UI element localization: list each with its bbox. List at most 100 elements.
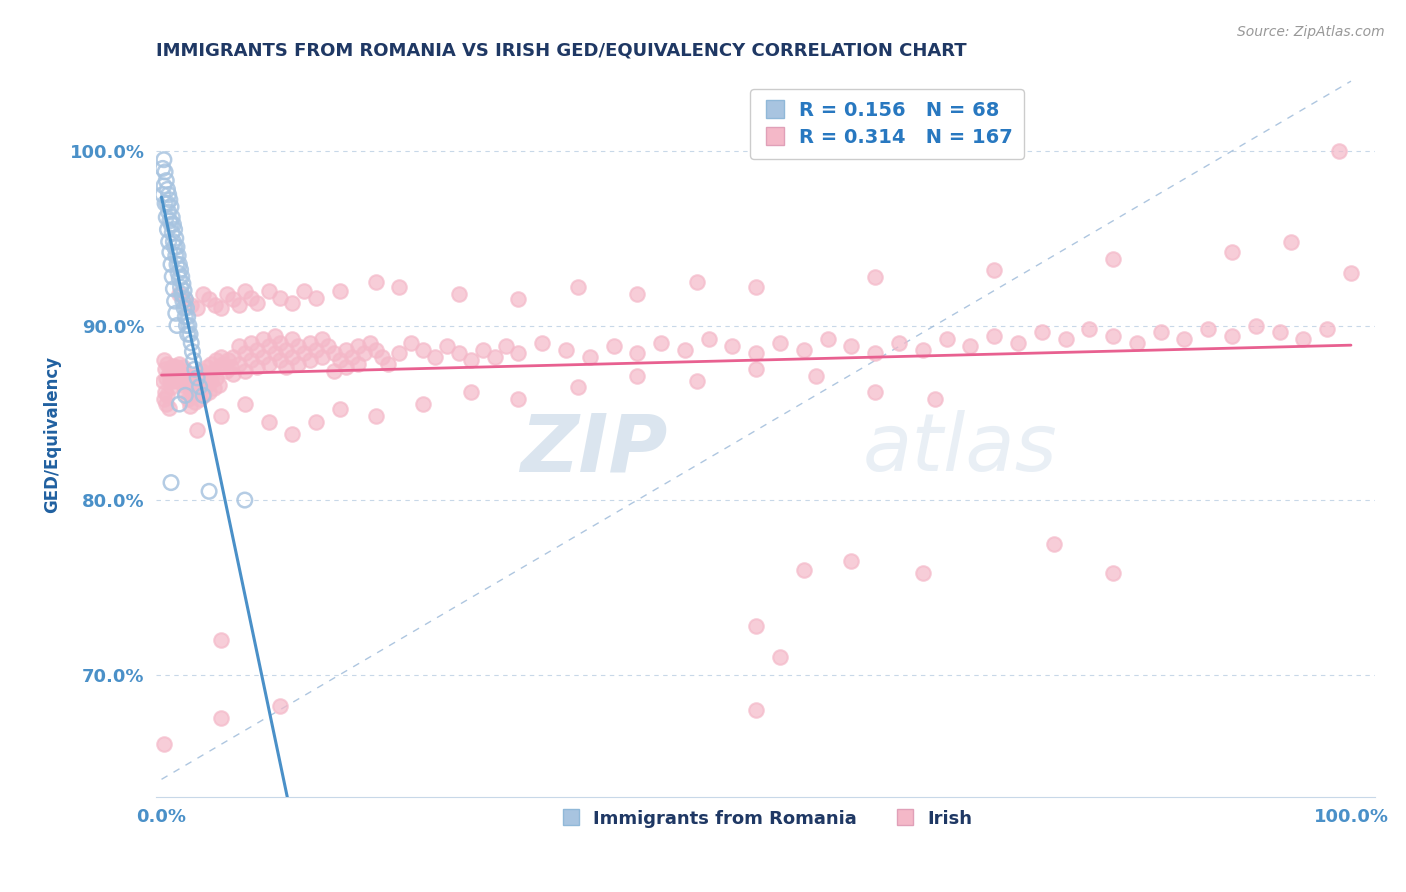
Point [323, 346, 346, 360]
Point [174, 293, 197, 307]
Point [567, 379, 589, 393]
Point [165, 306, 187, 320]
Point [745, 280, 768, 294]
Point [412, 397, 434, 411]
Point [152, 161, 174, 176]
Point [1102, 329, 1125, 343]
Point [841, 554, 863, 568]
Point [745, 362, 768, 376]
Point [460, 384, 482, 399]
Point [209, 301, 232, 315]
Point [353, 346, 375, 360]
Point [198, 293, 221, 307]
Point [181, 371, 204, 385]
Point [169, 375, 191, 389]
Point [401, 335, 423, 350]
Point [222, 368, 245, 382]
Point [166, 360, 188, 375]
Point [209, 632, 232, 647]
Point [215, 287, 238, 301]
Point [578, 350, 600, 364]
Point [364, 343, 387, 357]
Point [281, 295, 304, 310]
Point [377, 357, 399, 371]
Point [159, 214, 181, 228]
Point [162, 282, 184, 296]
Point [222, 293, 245, 307]
Point [911, 566, 934, 581]
Point [204, 297, 226, 311]
Point [153, 165, 176, 179]
Point [193, 371, 215, 385]
Point [167, 368, 190, 382]
Point [471, 343, 494, 357]
Point [233, 284, 256, 298]
Point [181, 388, 204, 402]
Point [188, 375, 211, 389]
Point [935, 333, 957, 347]
Point [863, 384, 886, 399]
Point [287, 357, 309, 371]
Point [157, 401, 180, 415]
Point [191, 364, 214, 378]
Point [228, 357, 250, 371]
Point [191, 381, 214, 395]
Point [316, 339, 339, 353]
Point [167, 249, 190, 263]
Point [508, 392, 530, 406]
Point [686, 375, 709, 389]
Point [212, 357, 235, 371]
Point [388, 346, 411, 360]
Point [176, 327, 198, 342]
Point [207, 377, 229, 392]
Point [340, 350, 363, 364]
Point [721, 339, 744, 353]
Point [186, 384, 208, 399]
Point [269, 291, 291, 305]
Point [215, 364, 238, 378]
Point [157, 187, 180, 202]
Point [745, 346, 768, 360]
Point [531, 335, 554, 350]
Point [924, 392, 946, 406]
Point [186, 368, 208, 382]
Point [276, 360, 298, 375]
Point [484, 350, 506, 364]
Point [983, 329, 1005, 343]
Point [174, 368, 197, 382]
Point [160, 362, 183, 376]
Point [1031, 326, 1053, 340]
Point [263, 329, 285, 343]
Point [959, 339, 981, 353]
Point [198, 368, 221, 382]
Point [160, 269, 183, 284]
Point [165, 249, 187, 263]
Point [555, 343, 578, 357]
Point [346, 357, 368, 371]
Point [156, 196, 179, 211]
Point [163, 222, 186, 236]
Point [179, 327, 201, 342]
Point [329, 353, 352, 368]
Point [159, 245, 181, 260]
Point [160, 217, 183, 231]
Point [202, 364, 225, 378]
Point [174, 293, 197, 307]
Point [305, 291, 328, 305]
Point [163, 294, 186, 309]
Point [863, 269, 886, 284]
Point [508, 293, 530, 307]
Point [222, 350, 245, 364]
Point [191, 287, 214, 301]
Point [257, 284, 280, 298]
Point [793, 563, 815, 577]
Point [198, 484, 221, 499]
Point [162, 235, 184, 249]
Point [257, 339, 280, 353]
Point [157, 205, 180, 219]
Point [179, 399, 201, 413]
Point [1292, 333, 1315, 347]
Point [602, 339, 624, 353]
Point [155, 397, 177, 411]
Point [166, 257, 188, 271]
